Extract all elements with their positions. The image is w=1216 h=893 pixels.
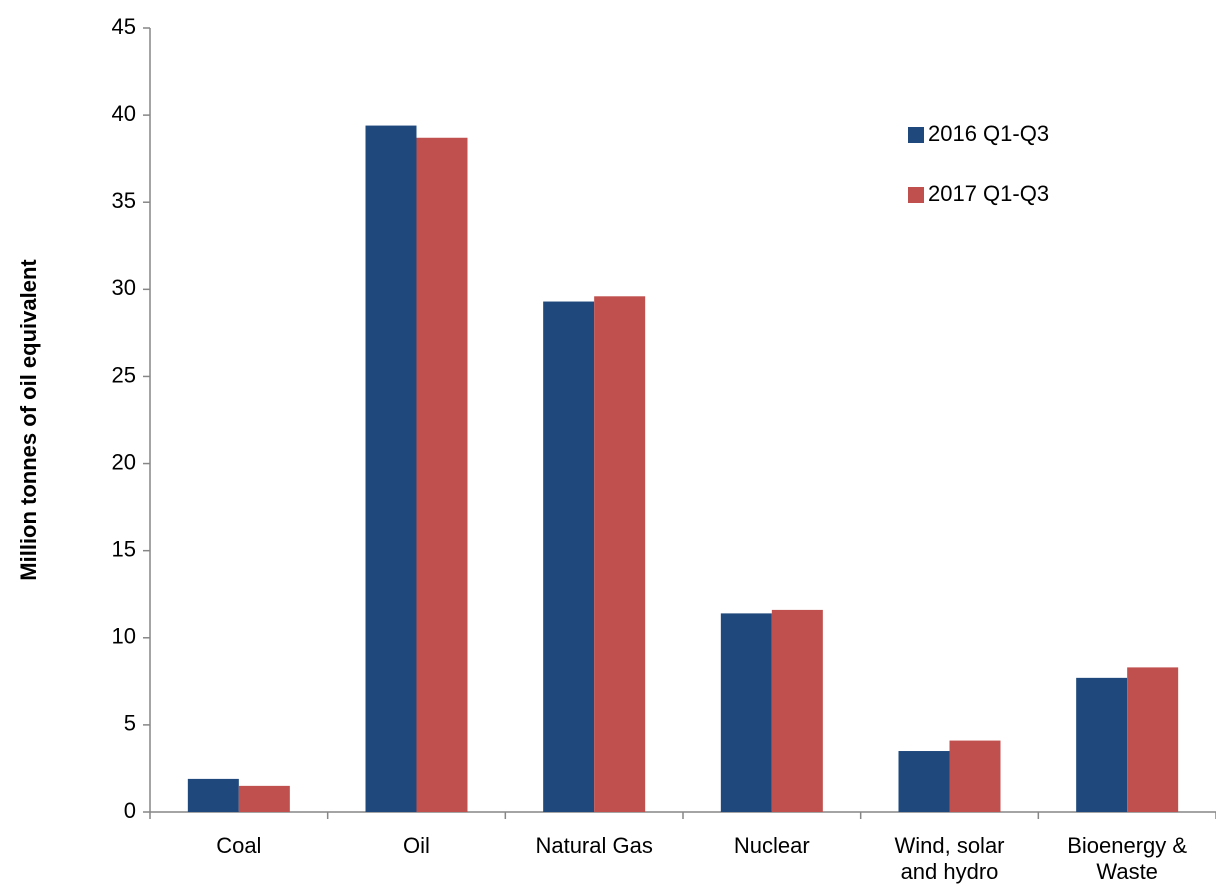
y-axis-label: Million tonnes of oil equivalent xyxy=(16,259,41,581)
bar xyxy=(238,785,290,812)
x-tick-label: Nuclear xyxy=(733,833,810,858)
x-tick-label: Coal xyxy=(216,833,262,858)
y-tick-label: 35 xyxy=(112,188,136,213)
legend-swatch xyxy=(908,187,924,203)
y-tick-label: 20 xyxy=(112,449,136,474)
y-tick-label: 5 xyxy=(124,711,136,736)
y-tick-label: 30 xyxy=(112,275,136,300)
x-tick-label: Natural Gas xyxy=(535,833,653,858)
bar xyxy=(594,296,646,812)
bar xyxy=(187,778,239,812)
y-tick-label: 0 xyxy=(124,798,136,823)
bar xyxy=(1076,677,1128,812)
bar xyxy=(720,613,772,812)
bar xyxy=(898,751,950,812)
y-tick-label: 10 xyxy=(112,624,136,649)
legend-label: 2016 Q1-Q3 xyxy=(928,121,1049,146)
bar xyxy=(416,137,468,812)
bar xyxy=(543,301,595,812)
y-tick-label: 15 xyxy=(112,536,136,561)
y-tick-label: 40 xyxy=(112,101,136,126)
x-tick-label: Oil xyxy=(403,833,430,858)
y-tick-label: 45 xyxy=(112,14,136,39)
legend-swatch xyxy=(908,127,924,143)
legend-label: 2017 Q1-Q3 xyxy=(928,181,1049,206)
bar xyxy=(1127,667,1179,812)
x-tick-label: Bioenergy & Waste xyxy=(1067,833,1188,884)
bar xyxy=(949,740,1001,812)
bar xyxy=(771,609,823,812)
bar xyxy=(365,125,417,812)
x-tick-label: Wind, solar and hydro xyxy=(894,833,1005,884)
y-tick-label: 25 xyxy=(112,362,136,387)
